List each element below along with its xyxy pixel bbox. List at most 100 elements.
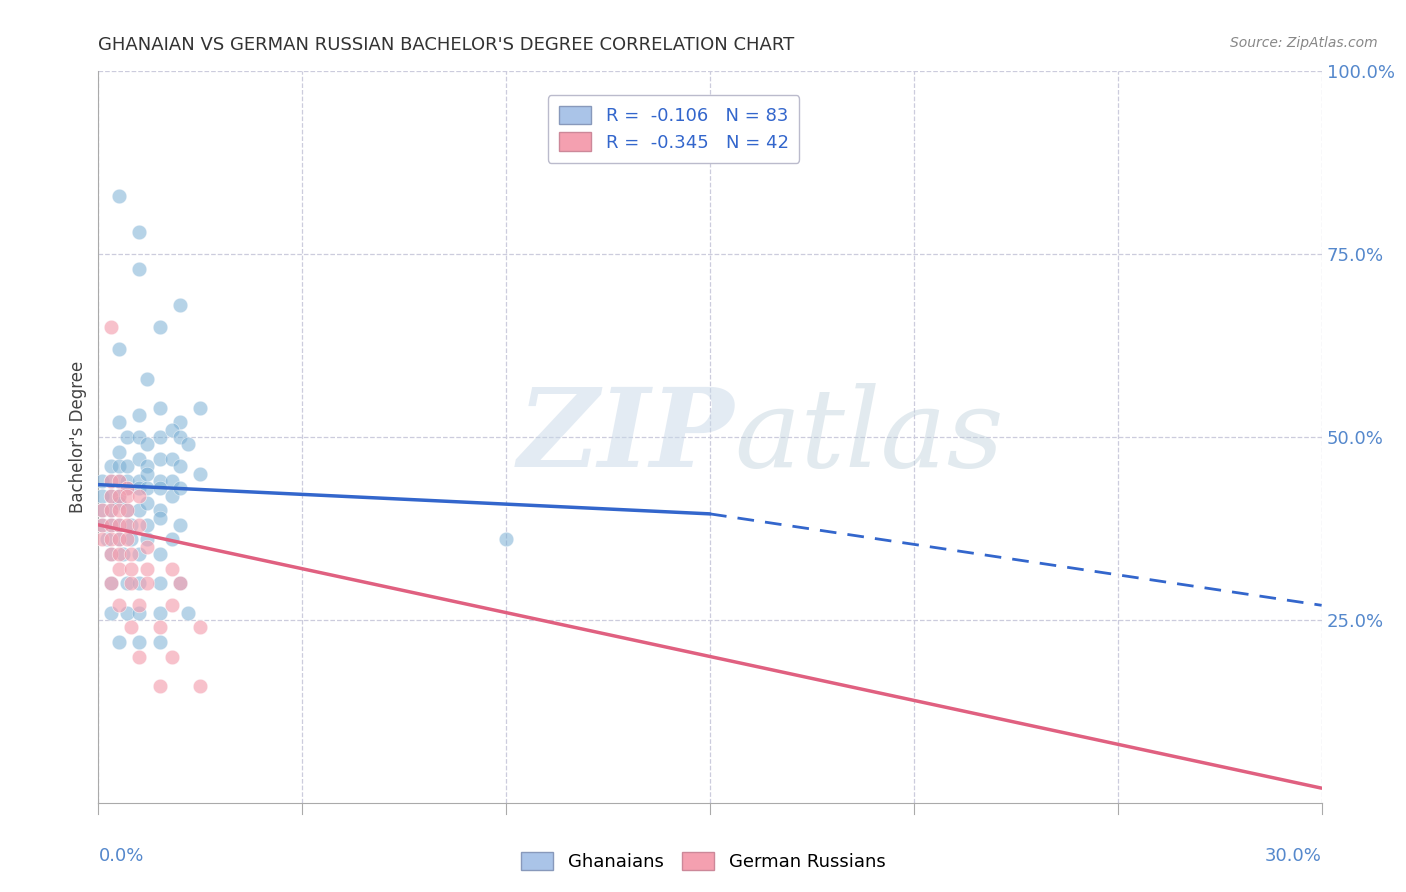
Point [108,599,131,613]
Point [128,474,150,488]
Point [128,517,150,532]
Point [100,517,122,532]
Point [108,533,131,547]
Text: 30.0%: 30.0% [1265,847,1322,864]
Point [108,416,131,430]
Point [108,489,131,503]
Point [115,489,138,503]
Point [100,576,122,591]
Point [188,620,212,634]
Point [115,430,138,444]
Point [100,606,122,620]
Point [136,437,159,451]
Point [108,496,131,510]
Legend: Ghanaians, German Russians: Ghanaians, German Russians [513,845,893,879]
Point [160,489,183,503]
Point [108,517,131,532]
Point [169,298,191,312]
Point [128,599,150,613]
Point [136,517,159,532]
Point [136,533,159,547]
Point [91,503,114,517]
Point [91,474,114,488]
Point [108,503,131,517]
Point [115,517,138,532]
Point [115,459,138,474]
Point [160,599,183,613]
Text: ZIP: ZIP [517,384,734,491]
Point [149,503,172,517]
Point [149,452,172,467]
Point [128,503,150,517]
Point [115,503,138,517]
Point [108,517,131,532]
Point [136,481,159,495]
Point [100,547,122,561]
Point [100,489,122,503]
Point [136,467,159,481]
Text: atlas: atlas [734,384,1004,491]
Point [91,533,114,547]
Point [169,517,191,532]
Point [149,474,172,488]
Point [91,517,114,532]
Point [149,620,172,634]
Point [91,503,114,517]
Point [149,320,172,334]
Point [115,503,138,517]
Point [177,606,200,620]
Point [100,474,122,488]
Text: Source: ZipAtlas.com: Source: ZipAtlas.com [1230,36,1378,50]
Point [188,401,212,415]
Point [100,533,122,547]
Point [108,562,131,576]
Point [136,576,159,591]
Point [108,444,131,458]
Point [149,679,172,693]
Point [115,606,138,620]
Point [108,343,131,357]
Point [136,496,159,510]
Point [128,576,150,591]
Point [100,517,122,532]
Point [111,547,134,561]
Point [188,679,212,693]
Point [120,576,142,591]
Point [149,430,172,444]
Point [128,489,150,503]
Point [160,533,183,547]
Point [149,635,172,649]
Point [128,481,150,495]
Point [115,474,138,488]
Point [100,459,122,474]
Point [115,533,138,547]
Point [160,452,183,467]
Point [169,576,191,591]
Legend: R =  -0.106   N = 83, R =  -0.345   N = 42: R = -0.106 N = 83, R = -0.345 N = 42 [548,95,800,162]
Text: GHANAIAN VS GERMAN RUSSIAN BACHELOR'S DEGREE CORRELATION CHART: GHANAIAN VS GERMAN RUSSIAN BACHELOR'S DE… [98,36,794,54]
Point [128,408,150,422]
Point [120,547,142,561]
Point [128,261,150,276]
Point [120,517,142,532]
Point [108,459,131,474]
Y-axis label: Bachelor's Degree: Bachelor's Degree [69,361,87,513]
Point [149,510,172,524]
Point [108,635,131,649]
Point [100,576,122,591]
Point [136,562,159,576]
Point [120,562,142,576]
Point [128,649,150,664]
Point [108,188,131,202]
Point [120,620,142,634]
Point [108,547,131,561]
Point [108,474,131,488]
Point [108,533,131,547]
Point [149,401,172,415]
Point [169,430,191,444]
Point [108,474,131,488]
Point [128,635,150,649]
Point [96,533,118,547]
Point [100,489,122,503]
Point [177,437,200,451]
